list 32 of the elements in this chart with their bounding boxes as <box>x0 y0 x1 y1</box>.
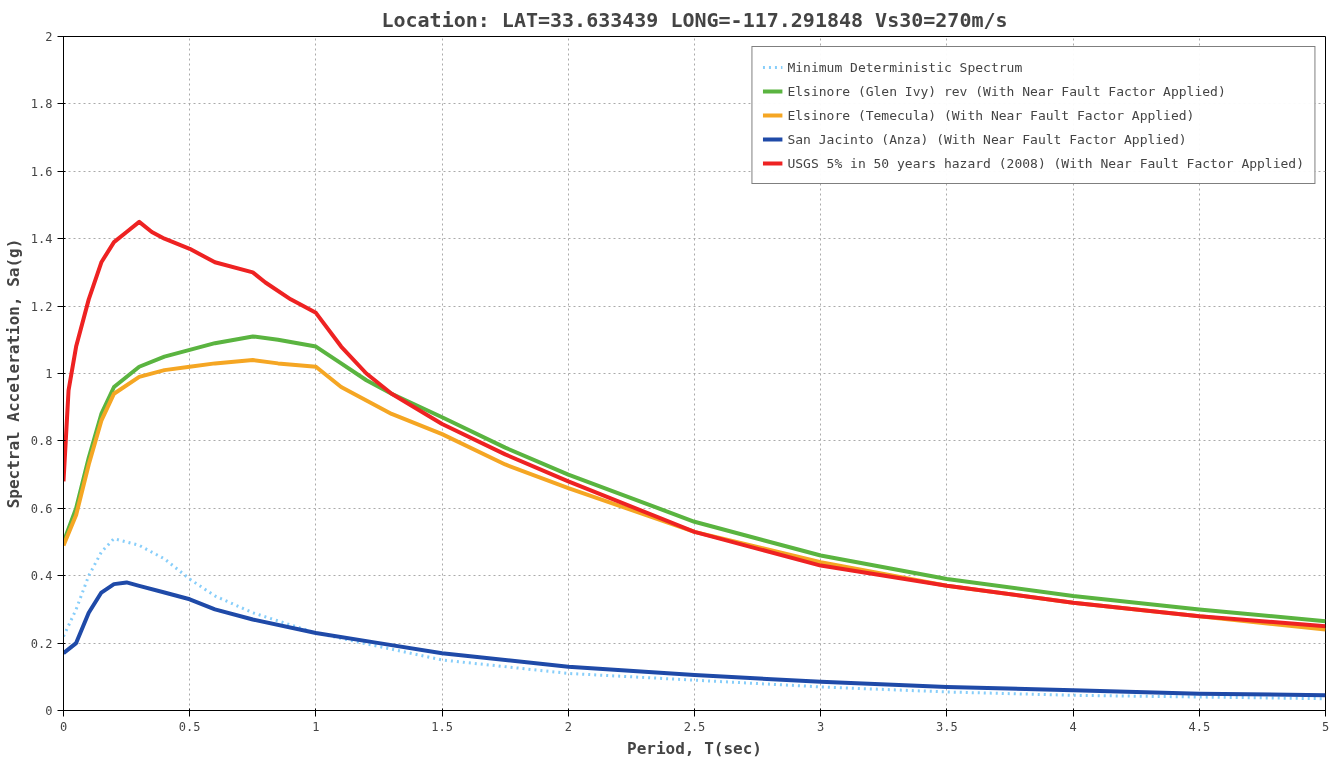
y-tick-label: 1.2 <box>30 299 53 314</box>
y-tick-label: 1.4 <box>30 232 53 247</box>
line-series <box>63 219 1326 629</box>
y-tick-label: 0 <box>45 704 53 718</box>
x-tick-label: 2.5 <box>683 719 706 734</box>
x-tick-label: 5 <box>1321 719 1330 734</box>
legend-label: Minimum Deterministic Spectrum <box>787 59 1023 75</box>
chart-title: Location: LAT=33.633439 LONG=-117.291848 Vs30=270m/s <box>381 7 1008 32</box>
x-tick-label: 3.5 <box>936 719 958 734</box>
y-tick-label: 1.6 <box>30 164 53 179</box>
y-tick-label: 0.2 <box>30 636 53 651</box>
y-tick-label: 1.8 <box>30 97 53 112</box>
legend-label: Elsinore (Temecula) (With Near Fault Factor Applied) <box>787 107 1195 123</box>
y-axis-title: Spectral Acceleration, Sa(g) <box>3 238 23 509</box>
legend-label: Elsinore (Glen Ivy) rev (With Near Fault Factor Applied) <box>787 83 1226 99</box>
x-tick-label: 1.5 <box>431 719 453 734</box>
y-tick-label: 1 <box>45 367 53 381</box>
x-tick-label: 4.5 <box>1188 719 1211 734</box>
x-tick-label: 1 <box>312 719 320 734</box>
legend-label: USGS 5% in 50 years hazard (2008) (With Near Fault Factor Applied) <box>787 155 1304 171</box>
y-tick-label: 0.8 <box>30 434 53 449</box>
x-tick-label: 4 <box>1069 719 1077 734</box>
x-tick-label: 2 <box>564 719 572 734</box>
line-series <box>63 580 1326 698</box>
x-tick-label: 0 <box>59 719 68 734</box>
x-tick-label: 3 <box>817 719 825 734</box>
y-tick-label: 2 <box>45 30 53 44</box>
legend-label: San Jacinto (Anza) (With Near Fault Factor Applied) <box>787 131 1187 147</box>
y-tick-label: 0.6 <box>30 501 53 516</box>
x-tick-label: 0.5 <box>178 719 201 734</box>
y-tick-label: 0.4 <box>30 569 53 584</box>
x-axis-title: Period, T(sec) <box>627 738 762 758</box>
